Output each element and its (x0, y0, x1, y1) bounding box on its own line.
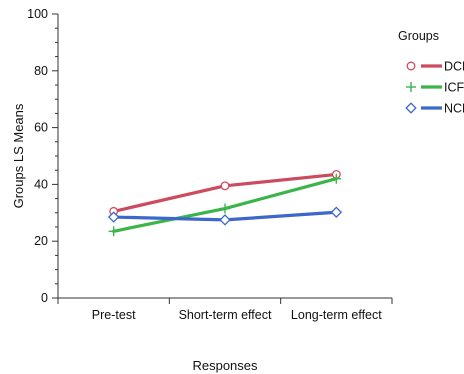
x-tick-label: Short-term effect (179, 308, 272, 322)
legend-item-ncf: NCF (405, 102, 464, 116)
y-tick-label: 80 (34, 64, 48, 78)
legend-label-icf: ICF (444, 81, 464, 95)
y-axis-ticks: 0 20 40 60 80 100 (27, 7, 58, 305)
x-tick-label: Long-term effect (291, 308, 382, 322)
data-point-ncf (219, 214, 231, 226)
series-ncf (107, 206, 343, 226)
data-point-ncf (330, 206, 343, 218)
legend-marker-dcf (406, 61, 416, 71)
data-point-icf (108, 226, 119, 237)
y-tick-label: 100 (27, 7, 48, 21)
legend-marker-ncf (405, 102, 417, 114)
data-point-ncf (107, 211, 120, 223)
x-axis-title: Responses (192, 358, 258, 373)
series-group (107, 170, 343, 237)
legend-label-dcf: DCF (444, 60, 464, 74)
data-point-icf (220, 203, 230, 214)
data-point-dcf (220, 181, 230, 191)
data-point-icf (331, 173, 342, 184)
x-tick-label: Pre-test (92, 308, 136, 322)
y-tick-label: 60 (34, 121, 48, 135)
y-axis-title: Groups LS Means (11, 103, 26, 208)
y-tick-label: 40 (34, 177, 48, 191)
legend: Groups DCF ICF NCF (398, 29, 464, 116)
y-tick-label: 0 (41, 291, 48, 305)
series-icf (108, 173, 342, 237)
legend-item-dcf: DCF (406, 60, 464, 74)
plot-frame (57, 14, 392, 299)
legend-item-icf: ICF (406, 81, 464, 95)
legend-label-ncf: NCF (444, 102, 464, 116)
y-tick-label: 20 (34, 234, 48, 248)
legend-title: Groups (398, 29, 439, 43)
legend-marker-icf (406, 82, 416, 92)
x-axis-ticks: Pre-test Short-term effect Long-term effec… (57, 298, 393, 322)
